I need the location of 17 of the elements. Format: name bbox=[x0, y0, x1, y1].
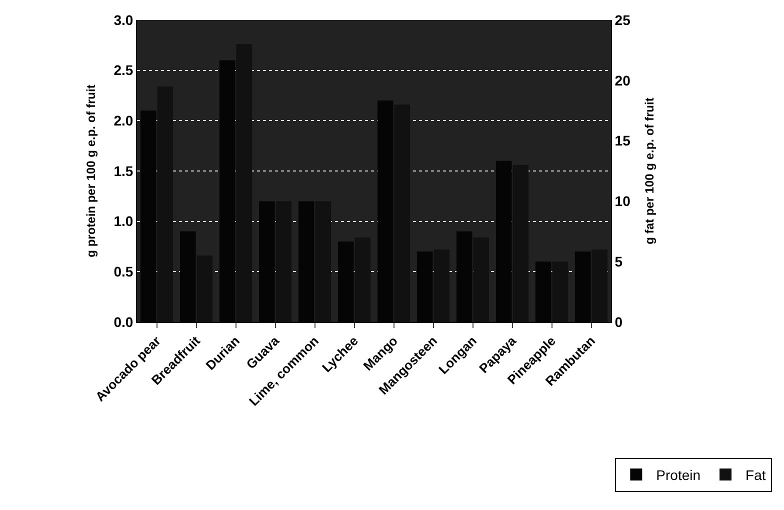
y2-tick-label: 20 bbox=[614, 72, 631, 88]
y2-axis-title: g fat per 100 g e.p. of fruit bbox=[642, 98, 656, 244]
y-tick-label: 3.0 bbox=[114, 12, 134, 28]
legend-label: Protein bbox=[656, 466, 701, 483]
y-tick-label: 1.5 bbox=[114, 162, 134, 179]
y2-tick-label: 5 bbox=[614, 254, 623, 270]
legend-label: Fat bbox=[746, 466, 766, 483]
y2-tick-label: 10 bbox=[614, 193, 631, 210]
y-tick-label: 1.0 bbox=[114, 213, 134, 230]
y2-tick-label: 15 bbox=[614, 132, 631, 149]
y-tick-label: 0.0 bbox=[114, 314, 134, 330]
y-tick-label: 2.0 bbox=[114, 112, 134, 129]
y-axis-title: g protein per 100 g e.p. of fruit bbox=[84, 84, 98, 258]
y2-tick-label: 25 bbox=[614, 12, 631, 28]
y-tick-label: 2.5 bbox=[114, 62, 134, 78]
y2-tick-label: 0 bbox=[614, 314, 623, 330]
y-tick-label: 0.5 bbox=[114, 264, 134, 280]
